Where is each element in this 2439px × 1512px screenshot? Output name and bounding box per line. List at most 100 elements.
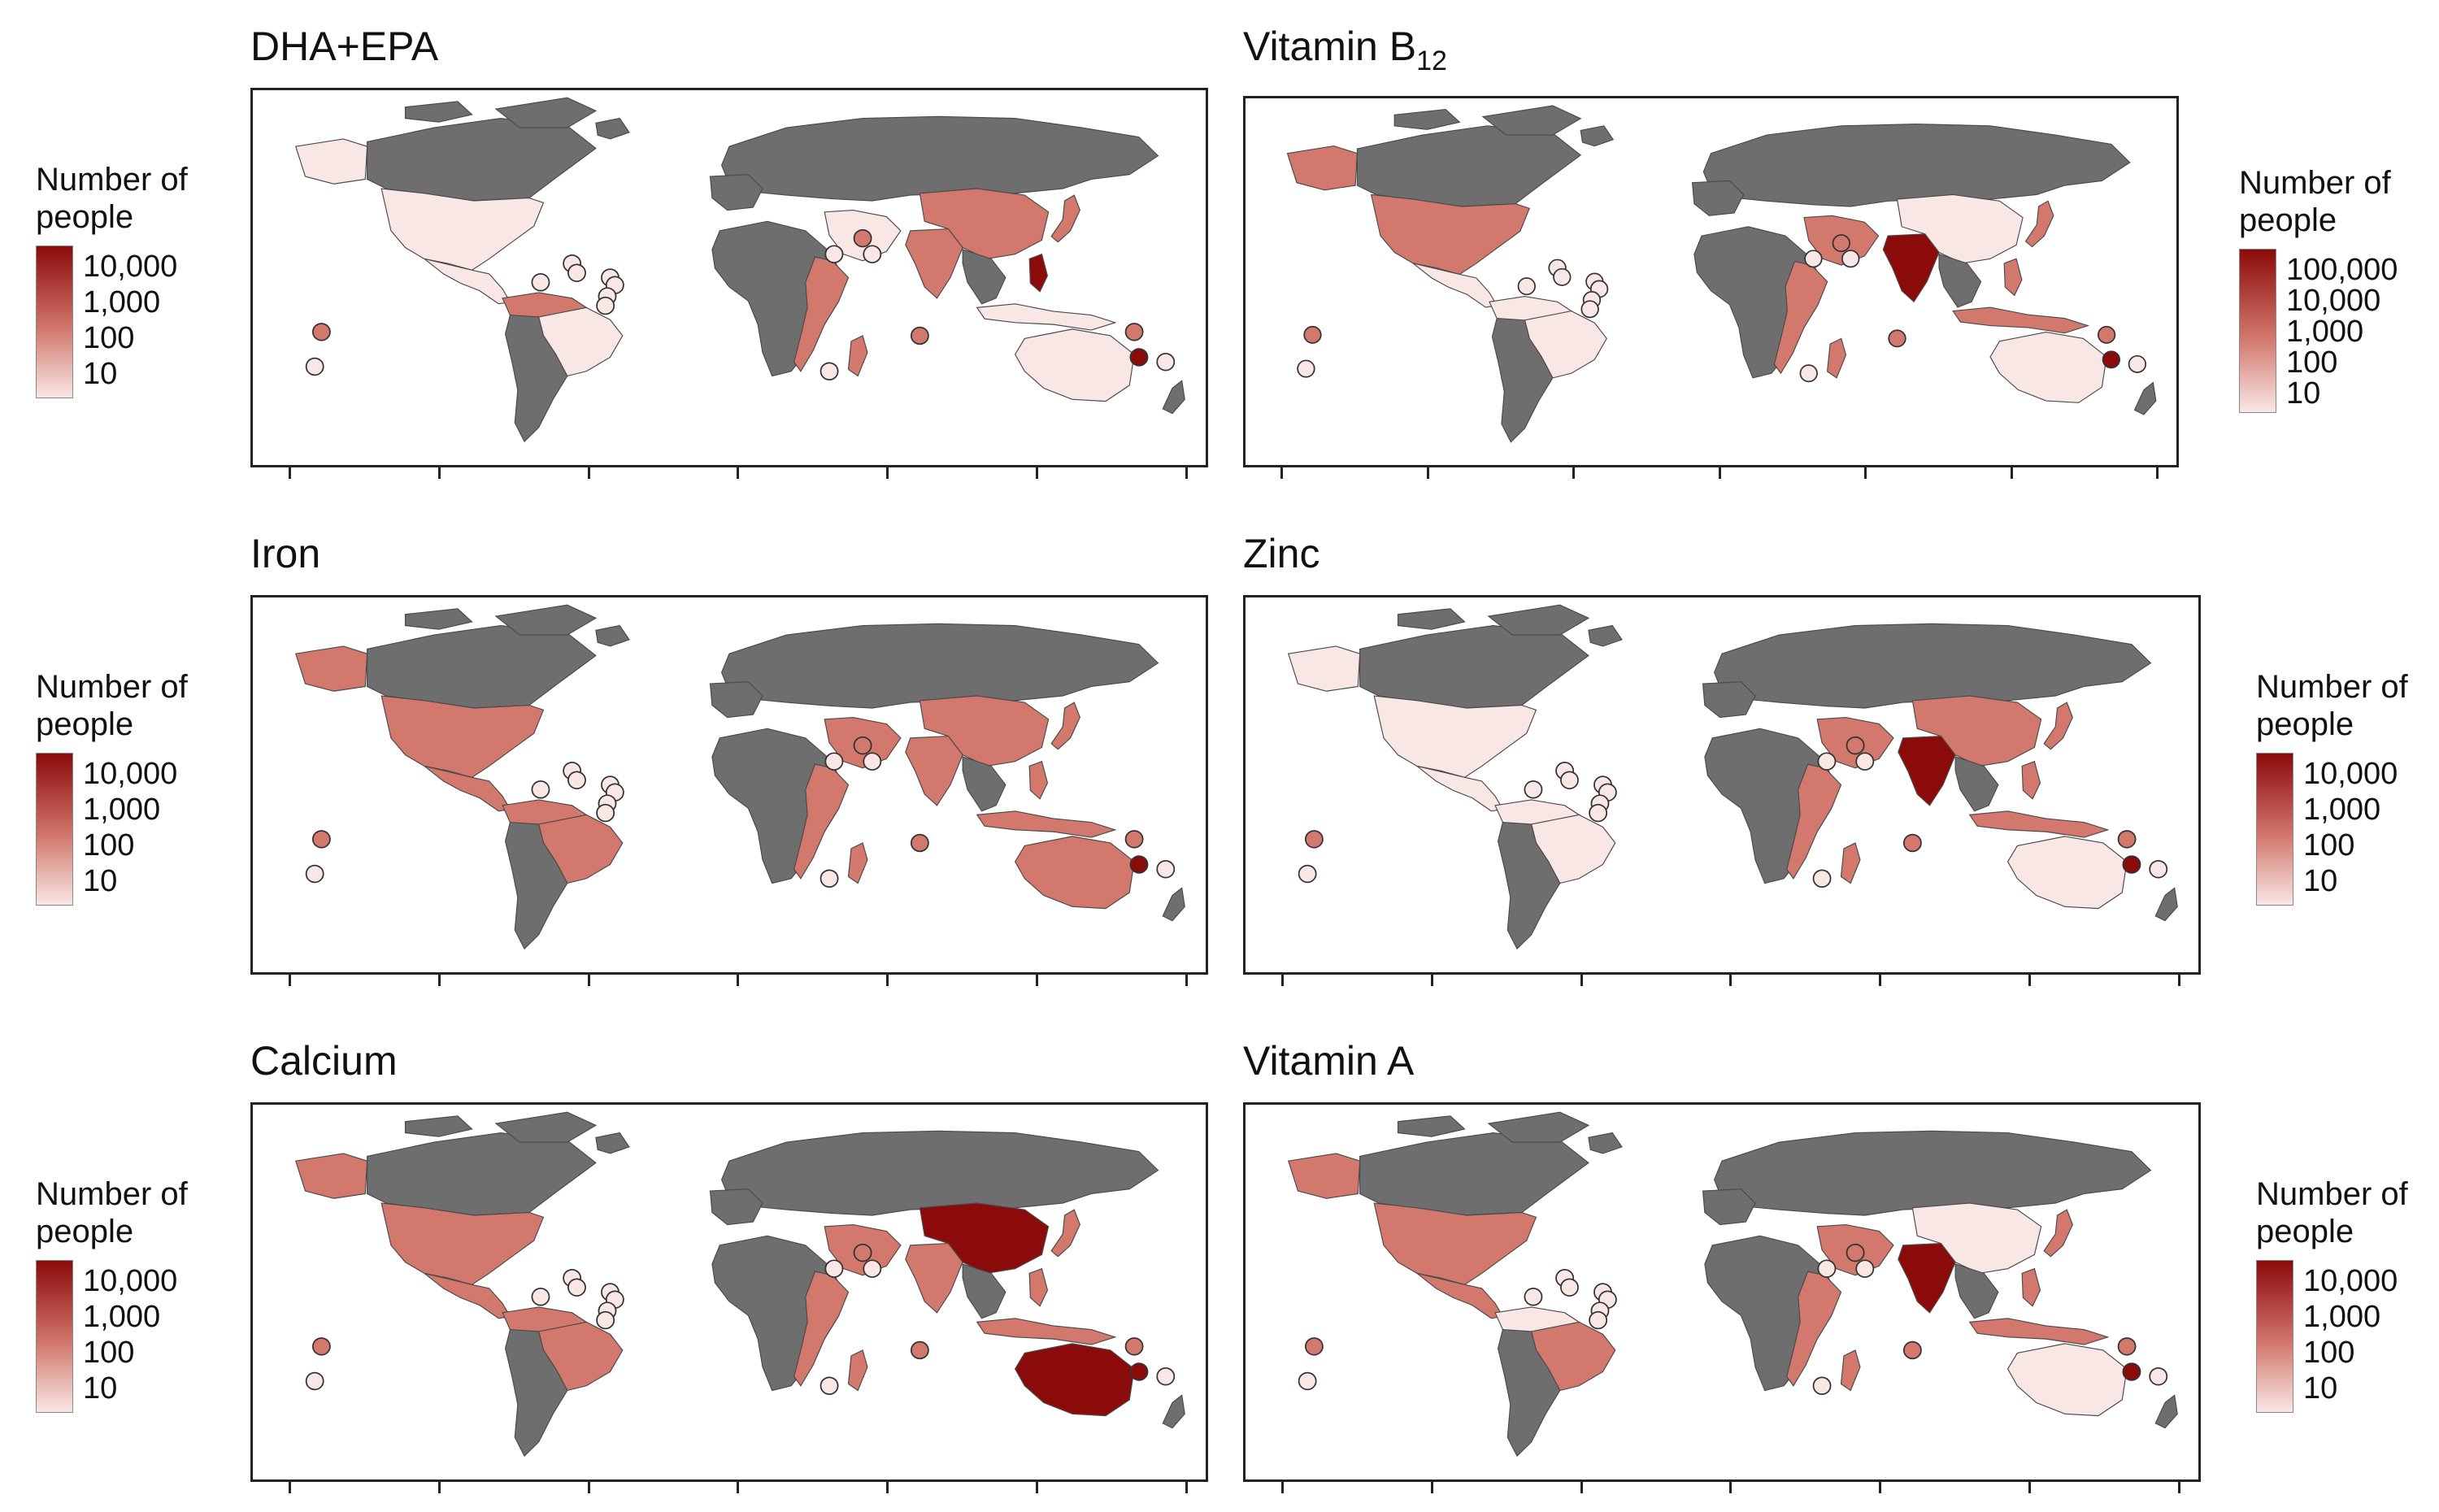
- country-region-indonesia: [1968, 1318, 2110, 1345]
- legend-tick-label: 100: [2303, 828, 2355, 862]
- small-territory-marker: [1524, 780, 1543, 799]
- small-territory-marker: [1589, 1310, 1608, 1330]
- small-territory-marker: [1297, 359, 1315, 378]
- country-region-australia: [1989, 331, 2107, 403]
- panel-title-calcium: Calcium: [250, 1037, 398, 1092]
- country-region-north-america: [380, 1202, 545, 1285]
- legend-title: people: [2256, 1214, 2354, 1249]
- country-region-no-data: [1954, 1263, 1999, 1319]
- legend-iron: Number of people 10,000 1,000 100 10: [36, 668, 188, 906]
- small-territory-marker: [1855, 1259, 1875, 1278]
- small-territory-marker: [1304, 1337, 1324, 1356]
- country-region-no-data: [720, 115, 1159, 202]
- small-territory-marker: [596, 803, 615, 823]
- world-map-svg: [1286, 105, 2157, 443]
- legend-tick-label: 10,000: [83, 757, 178, 791]
- legend-title: Number of: [2239, 165, 2391, 201]
- country-region-north-america: [1370, 193, 1530, 276]
- country-region-no-data: [962, 756, 1006, 812]
- country-region-indonesia: [1968, 810, 2110, 838]
- small-territory-marker: [305, 357, 324, 376]
- legend-vitamin-b12: Number of people 100,000 10,000 1,000 100 10: [2239, 164, 2398, 413]
- small-territory-marker: [853, 228, 872, 248]
- country-region-philippines: [1028, 760, 1049, 800]
- legend-title: people: [2256, 706, 2354, 742]
- small-territory-marker: [824, 1259, 844, 1278]
- country-region-no-data: [504, 1328, 568, 1458]
- country-region-east-africa: [793, 256, 850, 372]
- small-territory-marker: [1841, 250, 1860, 268]
- x-axis-tick: [1281, 975, 1284, 986]
- small-territory-marker: [531, 780, 550, 799]
- small-territory-marker: [1517, 277, 1536, 296]
- country-region-no-data: [1497, 821, 1561, 950]
- x-axis-tick: [1185, 1482, 1188, 1493]
- legend-tick-label: 100: [2286, 345, 2338, 380]
- country-region-no-data: [1702, 1188, 1756, 1226]
- x-axis-tick: [2028, 975, 2031, 986]
- country-region-no-data: [404, 1115, 473, 1137]
- legend-title: Number of: [2256, 1176, 2408, 1212]
- small-territory-marker: [1846, 1243, 1865, 1262]
- country-region-indonesia: [976, 810, 1117, 838]
- legend-tick-label: 10,000: [2303, 1264, 2398, 1298]
- country-region-philippines: [1028, 253, 1049, 293]
- country-region-north-america: [380, 695, 545, 778]
- country-region-alaska: [1286, 146, 1358, 191]
- country-region-no-data: [1487, 604, 1590, 636]
- country-region-alaska: [294, 645, 368, 692]
- country-region-east-africa: [1773, 261, 1828, 375]
- x-axis-tick: [2178, 1482, 2180, 1493]
- country-region-east-africa: [1786, 1271, 1842, 1387]
- x-axis-tick: [1281, 1482, 1284, 1493]
- map-vitamin-b12: [1243, 96, 2179, 467]
- country-region-alaska: [294, 1153, 368, 1199]
- country-region-no-data: [504, 821, 568, 950]
- panel-title-zinc: Zinc: [1243, 530, 1319, 584]
- country-region-india: [905, 735, 963, 806]
- legend-colorbar: [36, 753, 73, 906]
- small-territory-marker: [1560, 1278, 1579, 1297]
- x-axis-tick: [289, 975, 291, 986]
- country-region-india: [1882, 233, 1940, 303]
- legend-tick-label: 100,000: [2286, 253, 2398, 287]
- small-territory-marker: [1902, 833, 1922, 853]
- x-axis-tick: [438, 467, 441, 479]
- x-axis-tick: [1431, 975, 1433, 986]
- panel-title-text: Iron: [250, 531, 321, 576]
- small-territory-marker: [1129, 1362, 1149, 1381]
- small-territory-marker: [1129, 855, 1149, 874]
- country-region-no-data: [1702, 124, 2131, 207]
- legend-tick-label: 100: [83, 321, 135, 355]
- legend-title: people: [36, 706, 134, 742]
- legend-tick-label: 1,000: [2286, 315, 2364, 349]
- x-axis-tick: [588, 1482, 590, 1493]
- x-axis-tick: [1185, 467, 1188, 479]
- country-region-madagascar: [847, 1349, 868, 1392]
- world-map-svg: [294, 604, 1185, 950]
- legend-colorbar-group: 10,000 1,000 100 10: [36, 1260, 188, 1413]
- country-region-no-data: [1487, 1111, 1590, 1143]
- legend-title: people: [36, 199, 134, 235]
- x-axis-ticks: [1243, 975, 2201, 986]
- small-territory-marker: [531, 1288, 550, 1306]
- map-iron: [250, 595, 1208, 975]
- small-territory-marker: [567, 263, 586, 282]
- legend-colorbar-group: 10,000 1,000 100 10: [2256, 1260, 2408, 1413]
- country-region-australia: [2006, 1343, 2128, 1417]
- small-territory-marker: [311, 1337, 331, 1356]
- map-zinc: [1243, 595, 2201, 975]
- small-territory-marker: [2122, 855, 2141, 874]
- legend-tick-label: 1,000: [83, 793, 161, 827]
- small-territory-marker: [1303, 325, 1322, 344]
- legend-title: Number of: [36, 1176, 188, 1212]
- legend-colorbar-group: 100,000 10,000 1,000 100 10: [2239, 249, 2398, 413]
- small-territory-marker: [863, 752, 882, 771]
- x-axis-tick: [588, 975, 590, 986]
- country-region-no-data: [1691, 180, 1745, 216]
- country-region-no-data: [1938, 253, 1982, 308]
- country-region-no-data: [1356, 125, 1582, 207]
- legend-tick-label: 10: [83, 1371, 118, 1406]
- country-region-no-data: [367, 624, 597, 709]
- small-territory-marker: [2097, 325, 2116, 344]
